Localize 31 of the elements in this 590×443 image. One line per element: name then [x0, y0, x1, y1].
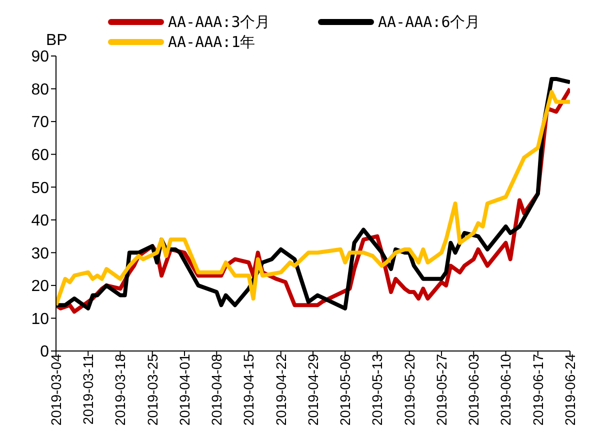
- x-tick-label: 2019-06-03: [466, 354, 482, 426]
- x-tick-label: 2019-03-04: [48, 354, 64, 426]
- x-tick-label: 2019-04-22: [272, 354, 289, 426]
- x-tick-label: 2019-05-13: [369, 354, 386, 426]
- x-tick-label: 2019-06-24: [562, 354, 578, 426]
- y-tick-label: 10: [31, 310, 50, 328]
- y-axis-title: BP: [46, 32, 68, 50]
- legend-label: AA-AAA:6个月: [378, 12, 480, 32]
- x-tick-label: 2019-04-29: [304, 354, 321, 426]
- y-tick-label: 70: [31, 114, 50, 132]
- y-tick-label: 0: [40, 344, 50, 361]
- y-tick-label: 90: [31, 48, 50, 66]
- x-tick-label: 2019-06-10: [498, 354, 514, 426]
- x-tick-label: 2019-03-25: [144, 354, 160, 426]
- y-tick-label: 80: [31, 81, 50, 98]
- x-tick-label: 2019-06-17: [530, 354, 546, 426]
- legend-label: AA-AAA:1年: [168, 32, 256, 52]
- y-tick-label: 50: [31, 180, 50, 197]
- x-tick-label: 2019-04-08: [208, 354, 225, 426]
- legend-label: AA-AAA:3个月: [168, 12, 270, 32]
- x-tick-label: 2019-04-15: [240, 354, 257, 426]
- y-tick-label: 60: [31, 147, 50, 164]
- x-tick-label: 2019-05-20: [401, 354, 418, 426]
- y-tick-label: 40: [31, 212, 50, 230]
- y-tick-label: 30: [31, 245, 50, 262]
- x-tick-label: 2019-05-27: [433, 354, 450, 426]
- x-tick-label: 2019-03-11: [80, 354, 96, 425]
- x-tick-label: 2019-03-18: [112, 354, 128, 426]
- x-tick-label: 2019-05-06: [337, 354, 354, 426]
- y-tick-label: 20: [31, 278, 50, 296]
- x-tick-label: 2019-04-01: [176, 354, 192, 426]
